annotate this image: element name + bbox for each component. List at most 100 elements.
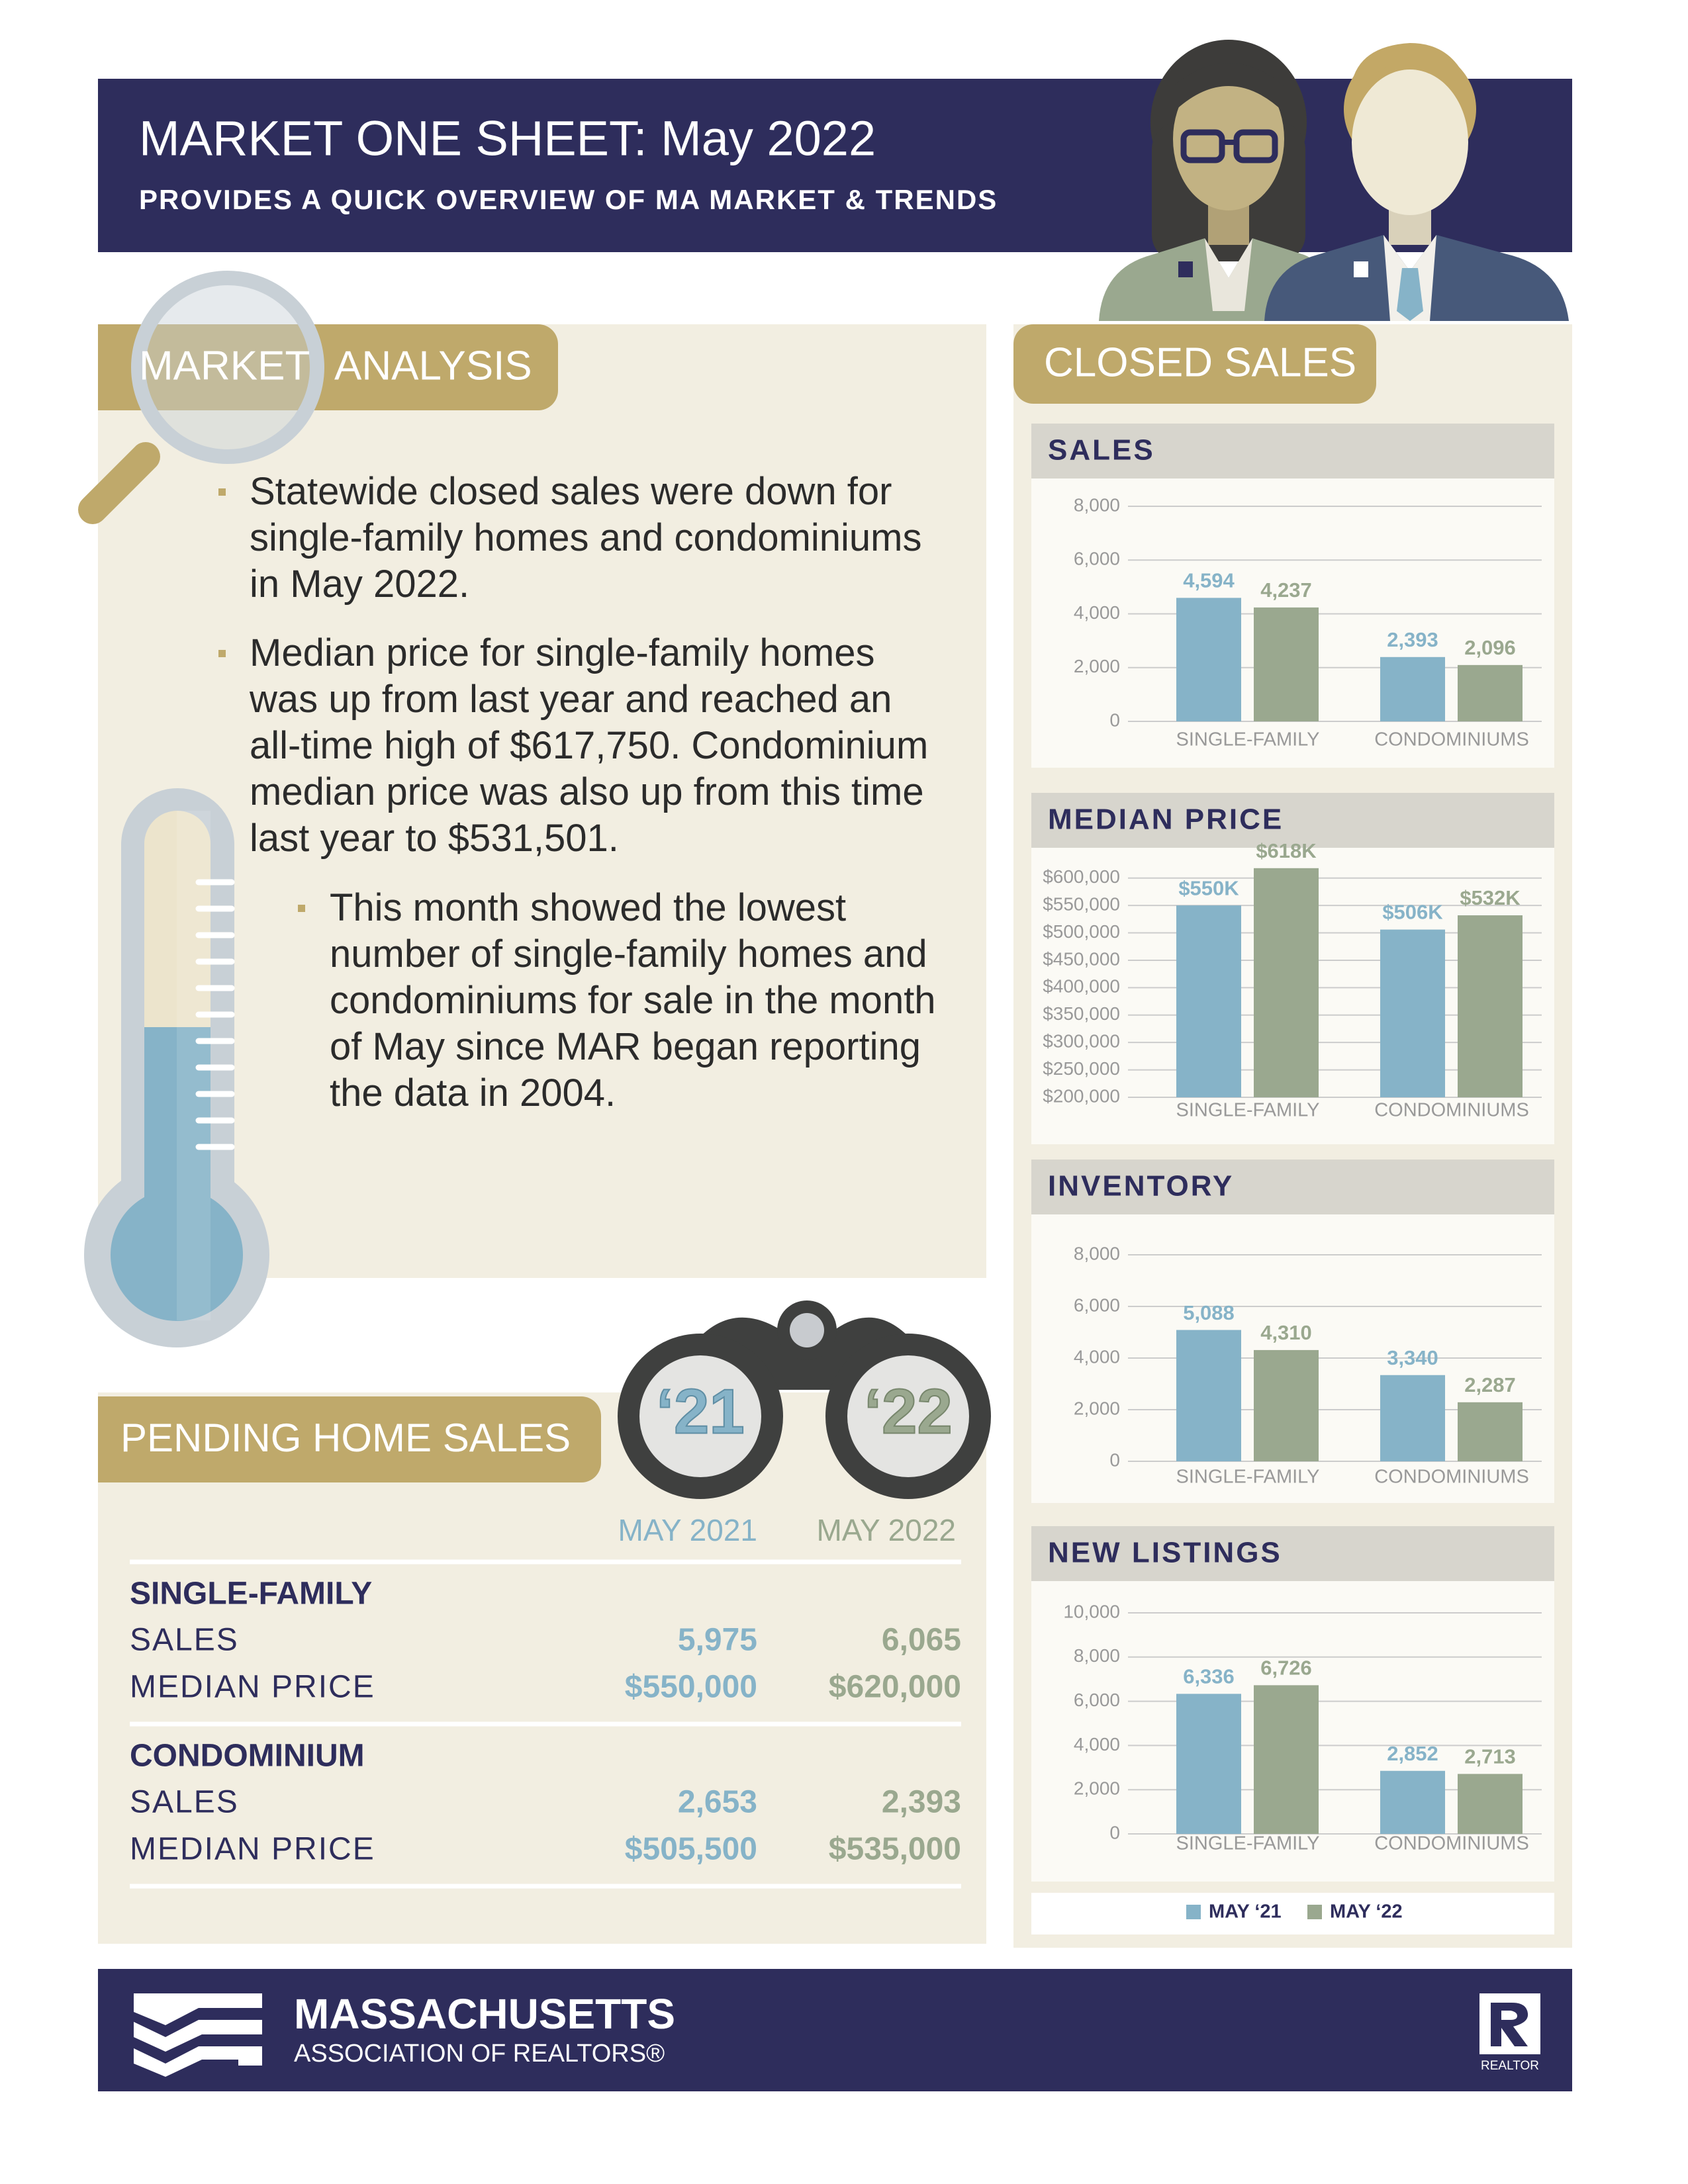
value-label: 2,393 (1387, 628, 1438, 651)
mar-logo (134, 1993, 262, 2077)
bar (1176, 1330, 1241, 1461)
pending-heading: PENDING HOME SALES (120, 1416, 571, 1460)
cell: $550,000 (625, 1670, 757, 1705)
y-tick-label: 4,000 (1074, 1346, 1120, 1367)
value-label: 5,088 (1183, 1301, 1235, 1324)
value-label: 2,287 (1464, 1373, 1516, 1396)
value-label: $550K (1178, 876, 1239, 899)
y-tick-label: $550,000 (1043, 894, 1120, 915)
column-header: MAY 2021 (618, 1513, 757, 1547)
footer-org: MASSACHUSETTS (294, 1990, 675, 2038)
people-illustration (1099, 40, 1569, 321)
bar (1254, 1349, 1319, 1461)
y-tick-label: 6,000 (1074, 1690, 1120, 1710)
value-label: 2,096 (1464, 636, 1516, 659)
analysis-heading: ANALYSIS (334, 343, 532, 388)
y-tick-label: 10,000 (1063, 1601, 1120, 1621)
thermometer (84, 788, 269, 1347)
bar (1380, 1375, 1445, 1461)
y-tick-label: $400,000 (1043, 976, 1120, 997)
magnifier (78, 271, 324, 524)
chart-header (1031, 424, 1554, 478)
x-tick-label: CONDOMINIUMS (1374, 1467, 1529, 1488)
value-label: 6,726 (1260, 1657, 1312, 1680)
chart-title: NEW LISTINGS (1048, 1537, 1282, 1569)
chart-header (1031, 1526, 1554, 1581)
bullet-marker (298, 905, 305, 912)
cell: 6,065 (882, 1623, 961, 1658)
value-label: 2,852 (1387, 1742, 1438, 1765)
legend-box (1031, 1893, 1554, 1934)
bar (1176, 905, 1241, 1097)
x-tick-label: CONDOMINIUMS (1374, 1100, 1529, 1121)
value-label: 2,713 (1464, 1745, 1516, 1768)
chart-title: MEDIAN PRICE (1048, 803, 1284, 836)
bar (1254, 868, 1319, 1097)
x-tick-label: CONDOMINIUMS (1374, 729, 1529, 751)
bar (1458, 1402, 1523, 1461)
y-tick-label: 2,000 (1074, 1398, 1120, 1418)
y-tick-label: 0 (1109, 1449, 1120, 1470)
chart-header (1031, 1160, 1554, 1214)
legend-swatch (1186, 1905, 1201, 1919)
binocular-label: ‘22 (864, 1376, 952, 1447)
bar (1458, 664, 1523, 721)
row-label: SALES (130, 1623, 239, 1658)
bar (1380, 929, 1445, 1097)
y-tick-label: 0 (1109, 709, 1120, 730)
chart-header (1031, 793, 1554, 848)
bar (1176, 1694, 1241, 1834)
value-label: $618K (1256, 839, 1317, 862)
pending-table: SINGLE-FAMILY SALES 5,975 6,065 MEDIAN PRICE… (130, 1559, 961, 1889)
y-tick-label: 8,000 (1074, 1243, 1120, 1263)
pending-tag (98, 1396, 601, 1482)
bullet-text: Statewide closed sales were down for sin… (250, 470, 922, 606)
x-tick-label: SINGLE-FAMILY (1176, 729, 1319, 751)
value-label: 4,310 (1260, 1321, 1312, 1344)
value-label: 4,237 (1260, 578, 1312, 602)
row-label: MEDIAN PRICE (130, 1670, 375, 1705)
y-tick-label: 4,000 (1074, 602, 1120, 623)
cell: 5,975 (678, 1623, 757, 1658)
value-label: $532K (1460, 886, 1521, 909)
x-tick-label: SINGLE-FAMILY (1176, 1833, 1319, 1854)
bar (1380, 657, 1445, 721)
x-tick-label: SINGLE-FAMILY (1176, 1467, 1319, 1488)
y-tick-label: $200,000 (1043, 1085, 1120, 1106)
realtor-badge: REALTOR (1481, 2059, 1539, 2073)
column-header: MAY 2022 (816, 1513, 956, 1547)
y-tick-label: 0 (1109, 1822, 1120, 1843)
bar (1176, 598, 1241, 721)
y-tick-label: $350,000 (1043, 1003, 1120, 1024)
analysis-tag (98, 324, 558, 410)
value-label: 6,336 (1183, 1665, 1235, 1688)
value-label: $506K (1382, 901, 1443, 924)
value-label: 4,594 (1183, 569, 1235, 592)
y-tick-label: 6,000 (1074, 1295, 1120, 1315)
y-tick-label: 2,000 (1074, 1778, 1120, 1799)
cell: 2,393 (882, 1785, 961, 1820)
row-label: MEDIAN PRICE (130, 1832, 375, 1867)
cell: $505,500 (625, 1832, 757, 1867)
bar (1458, 915, 1523, 1097)
cell: $620,000 (829, 1670, 961, 1705)
closed-sales-tag (1013, 324, 1376, 404)
header-band (98, 79, 1572, 252)
binoculars (618, 1300, 991, 1499)
chart-title: INVENTORY (1048, 1170, 1234, 1203)
pending-panel (98, 1392, 986, 1944)
closed-sales-heading: CLOSED SALES (1044, 340, 1356, 385)
sub-bullet-text: This month showed the lowest number of s… (330, 886, 936, 1115)
y-tick-label: 8,000 (1074, 1645, 1120, 1666)
y-tick-label: 8,000 (1074, 494, 1120, 515)
row-label: SALES (130, 1785, 239, 1820)
cell: 2,653 (678, 1785, 757, 1820)
value-label: 3,340 (1387, 1346, 1438, 1369)
x-tick-label: SINGLE-FAMILY (1176, 1100, 1319, 1121)
pending-tag-corner (98, 1396, 138, 1482)
x-tick-label: CONDOMINIUMS (1374, 1833, 1529, 1854)
chart-title: SALES (1048, 434, 1155, 467)
bar (1254, 1685, 1319, 1834)
legend-label: MAY ‘21 (1209, 1901, 1282, 1923)
